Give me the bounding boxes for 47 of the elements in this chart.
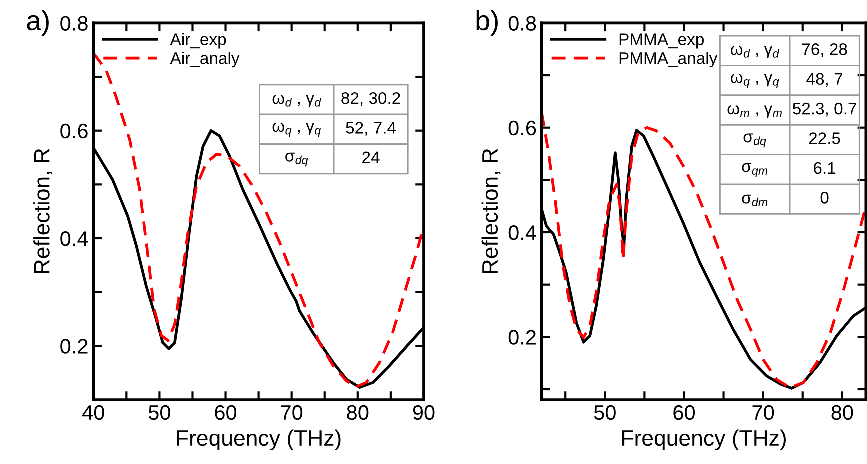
x-tick-label: 70: [752, 405, 774, 420]
x-tick-label: 50: [594, 405, 616, 420]
y-tick-label: 0.8: [508, 16, 536, 31]
annotation: 24: [362, 152, 380, 164]
x-axis-title: Frequency (THz): [622, 430, 786, 451]
y-tick-label: 0.2: [60, 339, 88, 354]
annotation: 6.1: [814, 162, 836, 174]
annotation: 52.3, 0.7: [793, 102, 856, 117]
legend-label: PMMA_analy: [620, 52, 718, 68]
y-tick-label: 0.4: [60, 231, 88, 246]
y-axis-title: Reflection, R: [34, 149, 52, 274]
annotation: 52, 7.4: [346, 122, 396, 136]
x-tick-label: 80: [832, 405, 854, 420]
x-tick-label: 50: [148, 405, 170, 420]
annotation: σ$_{dq}$: [286, 152, 308, 167]
x-tick-label: 90: [413, 405, 435, 420]
x-axis-title: Frequency (THz): [177, 430, 341, 451]
annotation: ω$_{d}$ , γ$_{d}$: [272, 95, 322, 108]
annotation: 48, 7: [806, 73, 842, 88]
legend-label: Air_analy: [170, 52, 240, 68]
x-tick-label: 70: [281, 405, 303, 420]
x-tick-label: 60: [215, 405, 237, 420]
annotation: ω$_{q}$ , γ$_{q}$: [731, 74, 780, 88]
y-tick-label: 0.6: [60, 124, 88, 139]
annotation: ω$_{q}$ , γ$_{q}$: [272, 123, 322, 138]
y-axis-title: Reflection, R: [482, 149, 501, 274]
x-tick-label: 80: [347, 405, 369, 420]
x-tick-label: 60: [674, 405, 696, 420]
annotation: 82, 30.2: [342, 92, 400, 106]
annotation: σ$_{dq}$: [744, 134, 766, 148]
legend-label: Air_exp: [170, 33, 226, 49]
x-tick-label: 40: [82, 405, 104, 420]
legend-label: PMMA_exp: [620, 34, 704, 49]
chart-title: a): [27, 10, 49, 36]
y-tick-label: 0.6: [508, 120, 536, 136]
y-tick-label: 0.2: [508, 330, 536, 345]
annotation: σ$_{qm}$: [742, 163, 768, 178]
annotation: ω$_{d}$ , γ$_{d}$: [731, 46, 780, 59]
annotation: 22.5: [809, 132, 840, 144]
y-tick-label: 0.8: [60, 16, 88, 31]
y-tick-label: 0.4: [508, 226, 536, 240]
annotation: 0: [820, 192, 829, 204]
annotation: σ$_{dm}$: [742, 194, 768, 206]
line-series: [94, 52, 424, 388]
annotation: ω$_{m}$ , γ$_{m}$: [728, 106, 782, 118]
chart-title: b): [476, 10, 498, 36]
annotation: 76, 28: [802, 44, 848, 58]
